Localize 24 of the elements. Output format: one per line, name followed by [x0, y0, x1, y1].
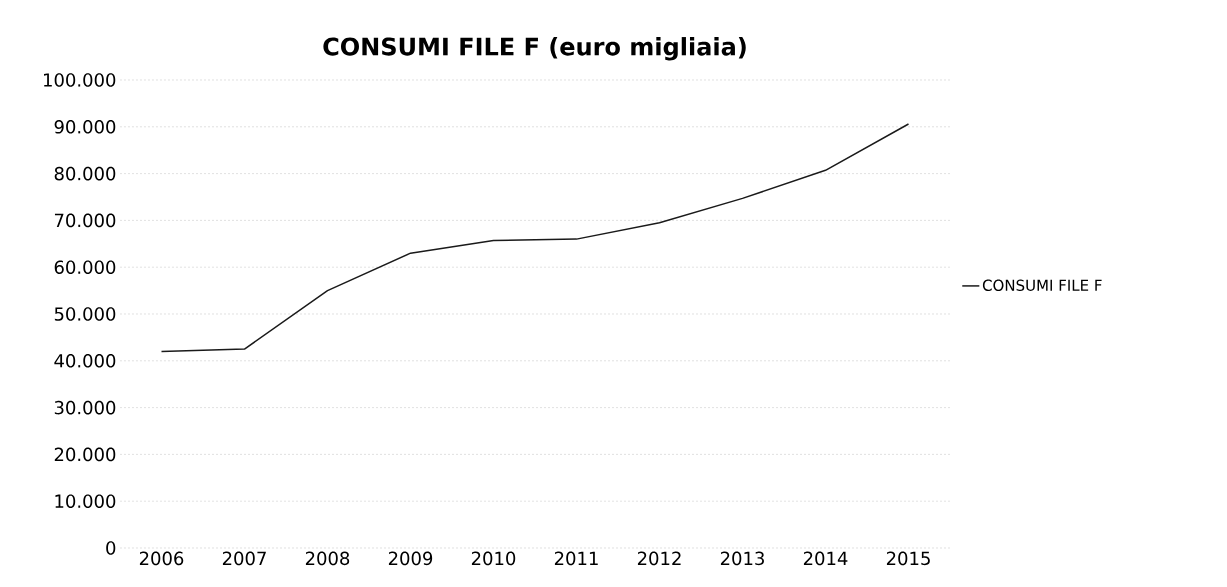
x-tick-label: 2011: [554, 551, 598, 566]
x-tick-label: 2007: [222, 551, 266, 566]
chart-title: CONSUMI FILE F (euro migliaia): [323, 37, 746, 61]
x-tick-label: 2013: [720, 551, 764, 566]
y-tick-label: 80.000: [54, 166, 116, 181]
y-tick-label: 50.000: [54, 307, 116, 321]
y-tick-label: 60.000: [54, 260, 116, 274]
y-tick-label: 40.000: [54, 353, 116, 368]
y-tick-label: 90.000: [54, 119, 116, 134]
x-tick-label: 2012: [637, 551, 681, 566]
x-tick-label: 2015: [886, 551, 930, 566]
x-tick-label: 2014: [803, 551, 848, 566]
legend-label: CONSUMI FILE F: [982, 279, 1102, 291]
y-tick-label: 70.000: [54, 213, 116, 228]
x-tick-label: 2010: [471, 551, 516, 566]
y-tick-label: 20.000: [54, 447, 116, 462]
line-series: [160, 123, 910, 353]
y-tick-label: 100.000: [44, 73, 116, 87]
y-tick-label: 10.000: [55, 494, 116, 508]
y-tick-label: 30.000: [54, 400, 116, 415]
x-tick-label: 2009: [388, 551, 433, 566]
x-tick-label: 2006: [139, 551, 184, 566]
x-tick-label: 2008: [305, 551, 350, 566]
y-tick-label: 0: [106, 541, 116, 555]
